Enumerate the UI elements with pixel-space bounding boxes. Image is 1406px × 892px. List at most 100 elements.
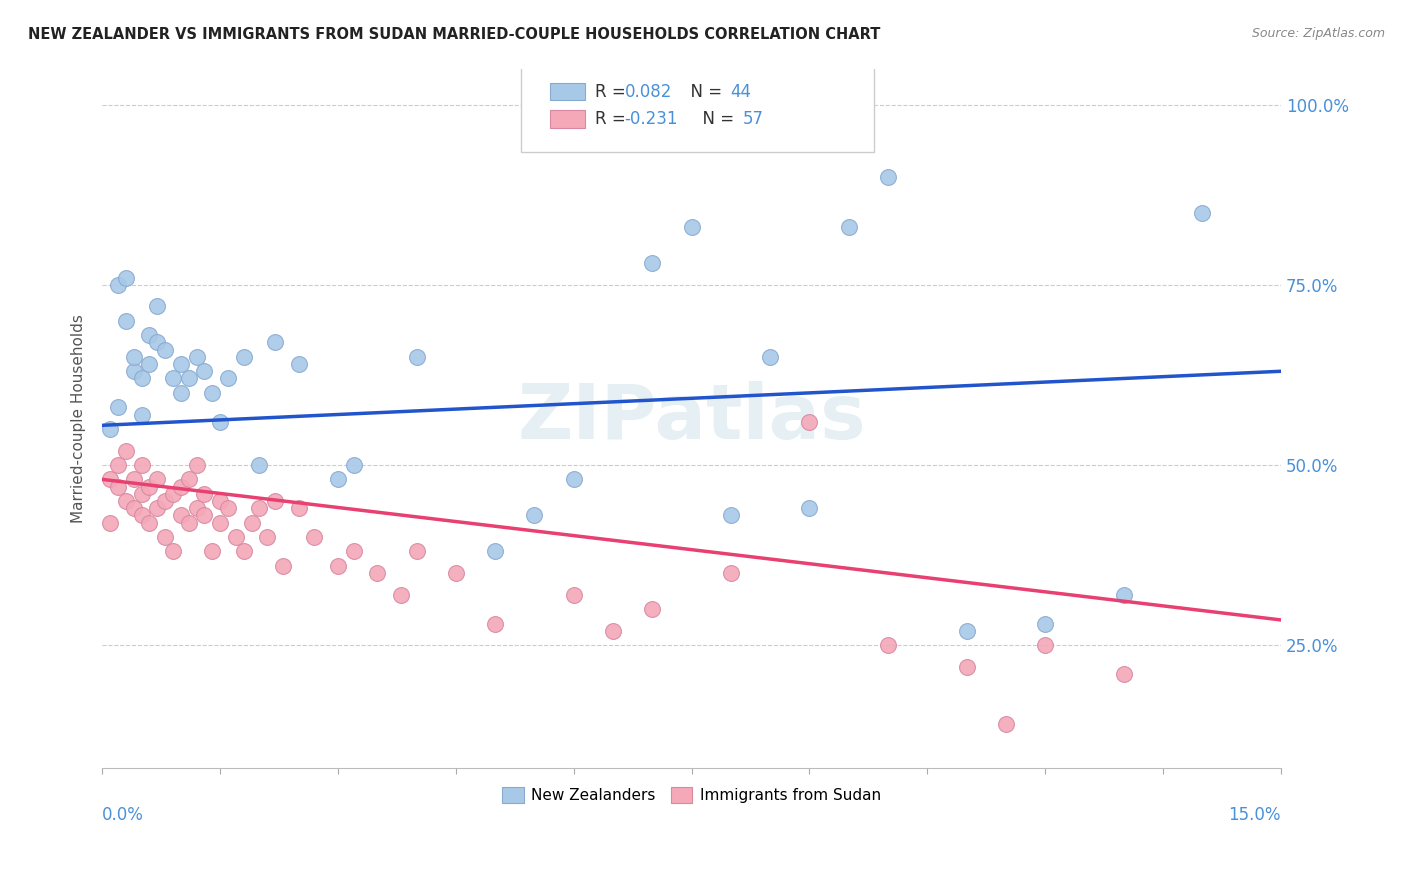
Text: Source: ZipAtlas.com: Source: ZipAtlas.com <box>1251 27 1385 40</box>
Point <box>232 544 254 558</box>
Point <box>217 501 239 516</box>
Point <box>122 501 145 516</box>
Point <box>247 458 270 472</box>
Point <box>343 458 366 472</box>
Text: NEW ZEALANDER VS IMMIGRANTS FROM SUDAN MARRIED-COUPLE HOUSEHOLDS CORRELATION CHA: NEW ZEALANDER VS IMMIGRANTS FROM SUDAN M… <box>28 27 880 42</box>
Point <box>131 408 153 422</box>
Point <box>602 624 624 638</box>
Point <box>131 371 153 385</box>
Point <box>98 472 121 486</box>
Point <box>162 371 184 385</box>
Point <box>217 371 239 385</box>
Text: -0.231: -0.231 <box>624 110 678 128</box>
Point <box>287 357 309 371</box>
Point <box>131 487 153 501</box>
Point <box>264 494 287 508</box>
Point <box>1112 588 1135 602</box>
Point <box>759 350 782 364</box>
Point <box>107 480 129 494</box>
Point <box>1112 667 1135 681</box>
Text: 57: 57 <box>742 110 763 128</box>
Point <box>146 335 169 350</box>
Point <box>138 516 160 530</box>
Point <box>304 530 326 544</box>
Point <box>170 357 193 371</box>
Point <box>114 270 136 285</box>
Point <box>720 508 742 523</box>
Point <box>956 660 979 674</box>
Point <box>264 335 287 350</box>
Point <box>1191 205 1213 219</box>
Point <box>389 588 412 602</box>
Point <box>193 364 215 378</box>
Point <box>146 299 169 313</box>
Point <box>799 415 821 429</box>
Point <box>186 501 208 516</box>
Point <box>107 277 129 292</box>
Text: R =: R = <box>595 83 631 101</box>
Point <box>1033 638 1056 652</box>
Point <box>138 480 160 494</box>
Point <box>225 530 247 544</box>
Point <box>170 508 193 523</box>
Point <box>122 350 145 364</box>
Point <box>956 624 979 638</box>
Point <box>153 343 176 357</box>
Point <box>122 364 145 378</box>
Point <box>146 472 169 486</box>
Point <box>114 314 136 328</box>
Point <box>405 544 427 558</box>
Point <box>562 472 585 486</box>
Text: 15.0%: 15.0% <box>1229 806 1281 824</box>
Point <box>209 494 232 508</box>
Point <box>271 558 294 573</box>
Point <box>153 494 176 508</box>
Point <box>193 508 215 523</box>
Point <box>838 220 860 235</box>
Point <box>138 357 160 371</box>
Text: N =: N = <box>692 110 740 128</box>
Point <box>170 385 193 400</box>
Point <box>162 544 184 558</box>
Point <box>877 638 900 652</box>
Point <box>240 516 263 530</box>
Point <box>287 501 309 516</box>
Text: R =: R = <box>595 110 631 128</box>
Point <box>114 494 136 508</box>
Point <box>131 458 153 472</box>
Point <box>641 602 664 616</box>
Point <box>720 566 742 580</box>
Point <box>201 385 224 400</box>
Point <box>326 558 349 573</box>
Point <box>153 530 176 544</box>
Point <box>209 516 232 530</box>
Point <box>107 401 129 415</box>
Point <box>256 530 278 544</box>
Point <box>177 472 200 486</box>
FancyBboxPatch shape <box>550 82 585 100</box>
Point <box>193 487 215 501</box>
Point <box>1033 616 1056 631</box>
Point <box>162 487 184 501</box>
Point <box>170 480 193 494</box>
Legend: New Zealanders, Immigrants from Sudan: New Zealanders, Immigrants from Sudan <box>496 780 887 809</box>
Point <box>98 516 121 530</box>
Point <box>877 169 900 184</box>
Point <box>122 472 145 486</box>
Point <box>201 544 224 558</box>
Point <box>177 371 200 385</box>
Point <box>681 220 703 235</box>
Point <box>186 458 208 472</box>
Point <box>484 616 506 631</box>
Point <box>484 544 506 558</box>
Text: N =: N = <box>679 83 727 101</box>
Point <box>994 717 1017 731</box>
Point <box>146 501 169 516</box>
Text: 44: 44 <box>731 83 751 101</box>
Point <box>444 566 467 580</box>
FancyBboxPatch shape <box>520 65 875 153</box>
Text: ZIPatlas: ZIPatlas <box>517 381 866 455</box>
Point <box>247 501 270 516</box>
Point <box>799 501 821 516</box>
Point <box>107 458 129 472</box>
